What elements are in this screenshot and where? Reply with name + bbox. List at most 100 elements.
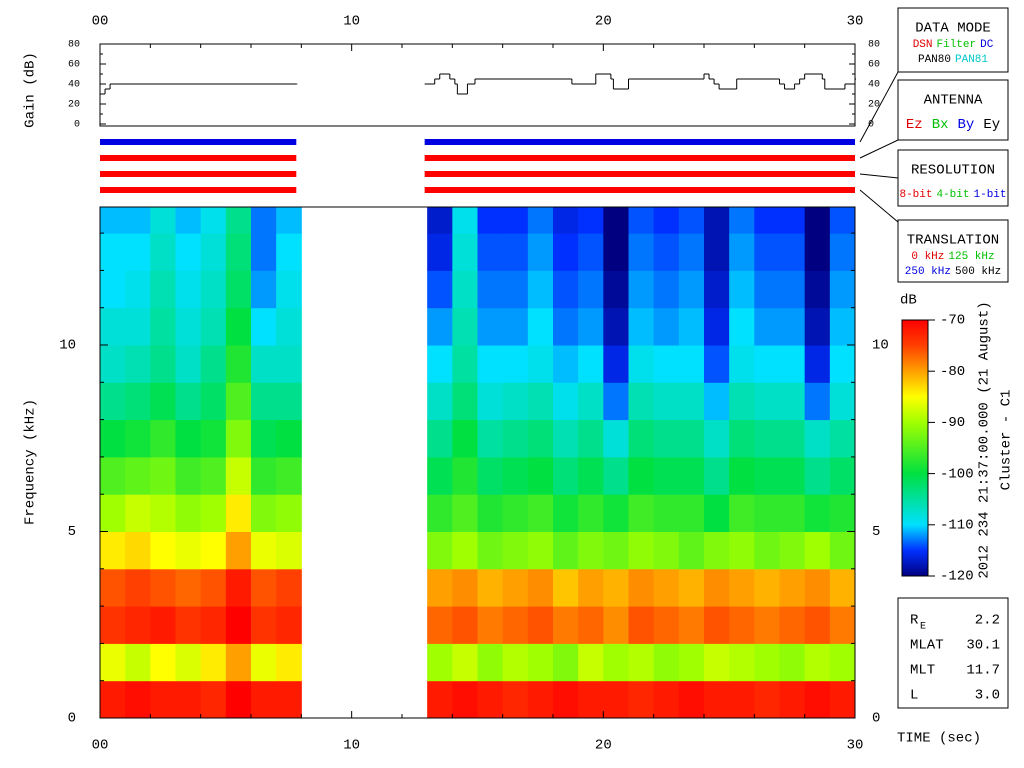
- spectrogram-cell: [276, 270, 302, 309]
- legend-item: 1-bit: [974, 189, 1007, 201]
- spectrogram-cell: [150, 643, 176, 682]
- spectrogram-cell: [452, 270, 478, 309]
- info-value: 30.1: [966, 638, 1000, 654]
- spectrogram-cell: [527, 606, 554, 644]
- spectrogram-cell: [150, 419, 176, 458]
- spectrogram-cell: [754, 494, 780, 533]
- legend-item: 250 kHz: [905, 266, 951, 278]
- spectrogram-cell: [578, 643, 604, 682]
- spectrogram-cell: [150, 606, 176, 644]
- spectrogram-cell: [125, 307, 151, 346]
- spectrogram-cell: [150, 568, 176, 607]
- spectrogram-cell: [829, 233, 855, 271]
- spectrogram-cell: [653, 568, 680, 607]
- spectrogram-cell: [527, 207, 554, 234]
- spectrogram-cell: [628, 270, 655, 309]
- spectrogram-cell: [653, 456, 680, 495]
- spectrogram-cell: [603, 307, 629, 346]
- spectrogram-cell: [150, 680, 176, 718]
- spectrogram-cell: [829, 419, 855, 458]
- spectrogram-cell: [251, 207, 277, 234]
- spectrogram-cell: [276, 568, 302, 607]
- spectrogram-cell: [200, 568, 227, 607]
- spectrogram-cell: [754, 307, 780, 346]
- spacecraft-label: Cluster - C1: [999, 390, 1015, 491]
- legend-item: 4-bit: [936, 189, 969, 201]
- spectrogram-cell: [200, 233, 227, 271]
- spectrogram-cell: [225, 207, 252, 234]
- date-label: 2012 234 21:37:00.000 (21 August): [977, 301, 993, 578]
- spectrogram-cell: [804, 456, 831, 495]
- x-tick-label: 30: [847, 738, 864, 754]
- spectrogram-cell: [125, 568, 151, 607]
- spectrogram-cell: [175, 643, 202, 682]
- legend-box-title: RESOLUTION: [911, 163, 995, 179]
- legend-box-title: TRANSLATION: [907, 233, 999, 249]
- colorbar: [901, 319, 929, 577]
- spectrogram-cell: [527, 345, 554, 383]
- spectrogram-frame: [99, 206, 856, 719]
- spectrogram-cell: [578, 456, 604, 495]
- spectrogram-cell: [553, 207, 579, 234]
- spectrogram-cell: [225, 531, 252, 570]
- y-tick-label: 10: [59, 338, 76, 354]
- spectrogram-cell: [653, 270, 680, 309]
- spectrogram-cell: [829, 270, 855, 309]
- spectrogram-cell: [779, 456, 806, 495]
- legend-item: Ez: [906, 117, 923, 133]
- spectrogram-cell: [125, 456, 151, 495]
- spectrogram-cell: [502, 456, 529, 495]
- spectrogram-cell: [804, 270, 831, 309]
- spectrogram-cell: [779, 531, 806, 570]
- spectrogram-cell: [200, 270, 227, 309]
- y-tick-label: 0: [868, 120, 874, 131]
- spectrogram-cell: [704, 456, 730, 495]
- gain-frame: [99, 43, 856, 127]
- spectrogram-cell: [100, 233, 126, 271]
- spectrogram-cell: [678, 233, 705, 271]
- spectrogram-cell: [150, 270, 176, 309]
- spectrogram-cell: [603, 419, 629, 458]
- spectrogram-cell: [477, 270, 504, 309]
- spectrogram-cell: [427, 531, 453, 570]
- spectrogram-cell: [527, 419, 554, 458]
- spectrogram-cell: [502, 233, 529, 271]
- spectrogram-cell: [603, 382, 629, 421]
- spectrogram-cell: [100, 531, 126, 570]
- spectrogram-cell: [276, 456, 302, 495]
- spectrogram-cell: [628, 307, 655, 346]
- spectrogram-cell: [678, 419, 705, 458]
- spectrogram-cell: [804, 207, 831, 234]
- legend-item: Ey: [983, 117, 1000, 133]
- spectrogram-cell: [704, 643, 730, 682]
- spectrogram-cell: [175, 307, 202, 346]
- spectrogram-cell: [754, 643, 780, 682]
- spectrogram-cell: [100, 643, 126, 682]
- spectrogram-cell: [653, 680, 680, 718]
- spectrogram-cell: [477, 419, 504, 458]
- spectrogram-cell: [804, 307, 831, 346]
- spectrogram-cell: [804, 233, 831, 271]
- legend-item: PAN81: [955, 54, 988, 66]
- colorbar-tick-label: -80: [940, 364, 965, 380]
- legend-item: Bx: [932, 117, 949, 133]
- spectrogram-cell: [175, 419, 202, 458]
- y-tick-label: 5: [68, 524, 76, 540]
- pointer: [859, 173, 899, 179]
- spectrogram-cell: [754, 233, 780, 271]
- spectrogram-cell: [704, 345, 730, 383]
- spectrogram-cell: [578, 531, 604, 570]
- mode-bar: [100, 187, 297, 193]
- spectrogram-cell: [100, 345, 126, 383]
- spectrogram-cell: [175, 270, 202, 309]
- spectrogram-cell: [729, 531, 755, 570]
- spectrogram-cell: [276, 606, 302, 644]
- spectrogram-cell: [653, 419, 680, 458]
- info-label: L: [910, 688, 918, 704]
- spectrogram-cell: [829, 643, 855, 682]
- spectrogram-cell: [251, 494, 277, 533]
- legend-item: PAN80: [918, 54, 951, 66]
- spectrogram-cell: [175, 568, 202, 607]
- legend-row: PAN80 PAN81: [918, 54, 988, 66]
- spectrogram-cell: [200, 456, 227, 495]
